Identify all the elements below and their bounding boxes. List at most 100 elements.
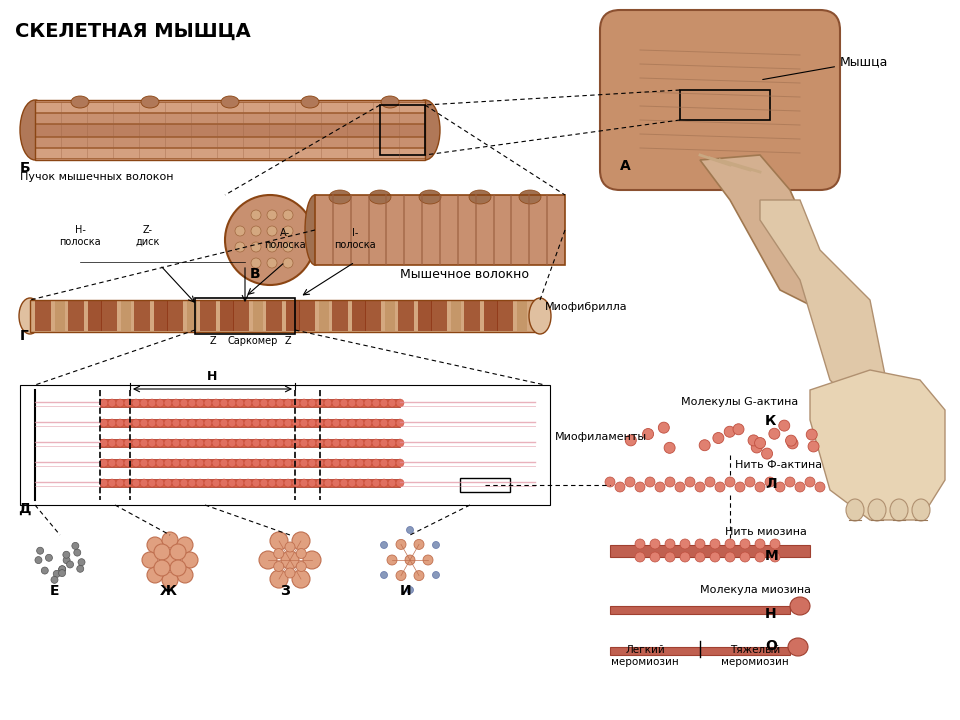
Circle shape <box>124 439 132 447</box>
Text: Н: Н <box>765 607 777 621</box>
Circle shape <box>388 479 396 487</box>
Bar <box>266 301 282 331</box>
Circle shape <box>148 399 156 407</box>
Circle shape <box>260 399 268 407</box>
Circle shape <box>324 419 332 427</box>
Circle shape <box>340 439 348 447</box>
Circle shape <box>348 399 356 407</box>
Circle shape <box>268 439 276 447</box>
Circle shape <box>292 399 300 407</box>
Circle shape <box>244 439 252 447</box>
Circle shape <box>785 435 797 446</box>
Circle shape <box>348 419 356 427</box>
Circle shape <box>260 459 268 467</box>
Circle shape <box>665 539 675 549</box>
Circle shape <box>372 419 380 427</box>
Circle shape <box>625 435 636 446</box>
Circle shape <box>268 459 276 467</box>
Circle shape <box>220 419 228 427</box>
Circle shape <box>414 539 424 549</box>
Circle shape <box>388 419 396 427</box>
Circle shape <box>267 226 277 236</box>
Circle shape <box>733 424 744 435</box>
Circle shape <box>433 572 440 578</box>
Circle shape <box>132 419 140 427</box>
Circle shape <box>740 552 750 562</box>
Bar <box>100 439 400 447</box>
Text: З: З <box>280 584 290 598</box>
Ellipse shape <box>329 190 351 204</box>
Circle shape <box>116 459 124 467</box>
Text: А: А <box>620 159 631 173</box>
Circle shape <box>132 459 140 467</box>
Bar <box>167 301 183 331</box>
Circle shape <box>356 459 364 467</box>
Circle shape <box>364 439 372 447</box>
Circle shape <box>156 419 164 427</box>
Circle shape <box>156 479 164 487</box>
Circle shape <box>284 419 292 427</box>
Bar <box>700 647 790 655</box>
Circle shape <box>156 439 164 447</box>
Bar <box>610 647 700 655</box>
Circle shape <box>725 477 735 487</box>
Circle shape <box>348 439 356 447</box>
Circle shape <box>713 433 724 444</box>
Text: Мышечное волокно: Мышечное волокно <box>400 268 529 281</box>
Bar <box>380 105 425 155</box>
Circle shape <box>635 552 645 562</box>
Circle shape <box>180 479 188 487</box>
Circle shape <box>659 422 669 433</box>
Circle shape <box>283 226 293 236</box>
Ellipse shape <box>846 499 864 521</box>
Circle shape <box>268 419 276 427</box>
Bar <box>398 301 414 331</box>
Bar <box>35 148 425 158</box>
Circle shape <box>36 547 43 554</box>
Bar <box>233 301 249 331</box>
Circle shape <box>100 439 108 447</box>
Circle shape <box>204 459 212 467</box>
Circle shape <box>260 419 268 427</box>
Bar <box>187 301 197 331</box>
Circle shape <box>364 459 372 467</box>
Bar <box>352 301 366 331</box>
Circle shape <box>212 439 220 447</box>
Circle shape <box>364 419 372 427</box>
Bar <box>35 102 425 112</box>
Circle shape <box>236 439 244 447</box>
Circle shape <box>364 399 372 407</box>
Ellipse shape <box>788 638 808 656</box>
Circle shape <box>292 532 310 550</box>
Circle shape <box>292 479 300 487</box>
Circle shape <box>740 539 750 549</box>
Circle shape <box>755 552 765 562</box>
Circle shape <box>396 439 404 447</box>
Circle shape <box>51 576 58 583</box>
Circle shape <box>196 459 204 467</box>
Text: Z: Z <box>285 336 292 346</box>
Bar <box>30 300 540 332</box>
Polygon shape <box>760 200 890 420</box>
Circle shape <box>356 399 364 407</box>
Ellipse shape <box>790 597 810 615</box>
Circle shape <box>236 479 244 487</box>
Circle shape <box>710 539 720 549</box>
Bar <box>134 301 150 331</box>
Text: Нить миозина: Нить миозина <box>725 527 806 537</box>
Bar <box>299 301 315 331</box>
Circle shape <box>356 439 364 447</box>
Circle shape <box>284 459 292 467</box>
Circle shape <box>316 479 324 487</box>
Circle shape <box>396 479 404 487</box>
Ellipse shape <box>71 96 89 108</box>
Circle shape <box>244 419 252 427</box>
Circle shape <box>164 479 172 487</box>
Circle shape <box>724 426 735 437</box>
Circle shape <box>220 479 228 487</box>
Bar <box>200 301 216 331</box>
Text: Саркомер: Саркомер <box>227 336 277 346</box>
Text: Тяжелый
меромиозин: Тяжелый меромиозин <box>721 645 789 667</box>
Text: Ж: Ж <box>160 584 177 598</box>
Circle shape <box>154 544 170 560</box>
